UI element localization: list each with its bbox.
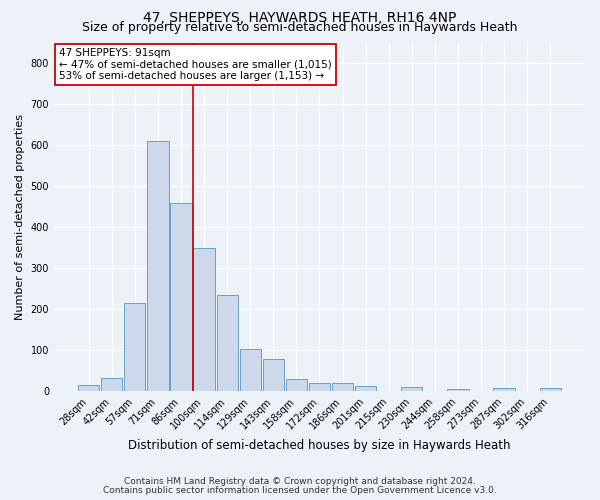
Bar	[355, 386, 376, 392]
Text: 47 SHEPPEYS: 91sqm
← 47% of semi-detached houses are smaller (1,015)
53% of semi: 47 SHEPPEYS: 91sqm ← 47% of semi-detache…	[59, 48, 332, 81]
Bar	[539, 388, 561, 392]
Bar	[286, 379, 307, 392]
Bar	[263, 360, 284, 392]
Y-axis label: Number of semi-detached properties: Number of semi-detached properties	[15, 114, 25, 320]
Bar	[170, 202, 191, 392]
Text: Size of property relative to semi-detached houses in Haywards Heath: Size of property relative to semi-detach…	[82, 21, 518, 34]
Bar	[147, 141, 169, 392]
Bar	[493, 388, 515, 392]
Text: Contains HM Land Registry data © Crown copyright and database right 2024.: Contains HM Land Registry data © Crown c…	[124, 477, 476, 486]
Bar	[193, 248, 215, 392]
Bar	[309, 383, 330, 392]
Text: 47, SHEPPEYS, HAYWARDS HEATH, RH16 4NP: 47, SHEPPEYS, HAYWARDS HEATH, RH16 4NP	[143, 11, 457, 25]
X-axis label: Distribution of semi-detached houses by size in Haywards Heath: Distribution of semi-detached houses by …	[128, 440, 511, 452]
Bar	[332, 383, 353, 392]
Text: Contains public sector information licensed under the Open Government Licence v3: Contains public sector information licen…	[103, 486, 497, 495]
Bar	[448, 389, 469, 392]
Bar	[239, 349, 261, 392]
Bar	[101, 378, 122, 392]
Bar	[124, 303, 145, 392]
Bar	[401, 388, 422, 392]
Bar	[78, 385, 99, 392]
Bar	[217, 295, 238, 392]
